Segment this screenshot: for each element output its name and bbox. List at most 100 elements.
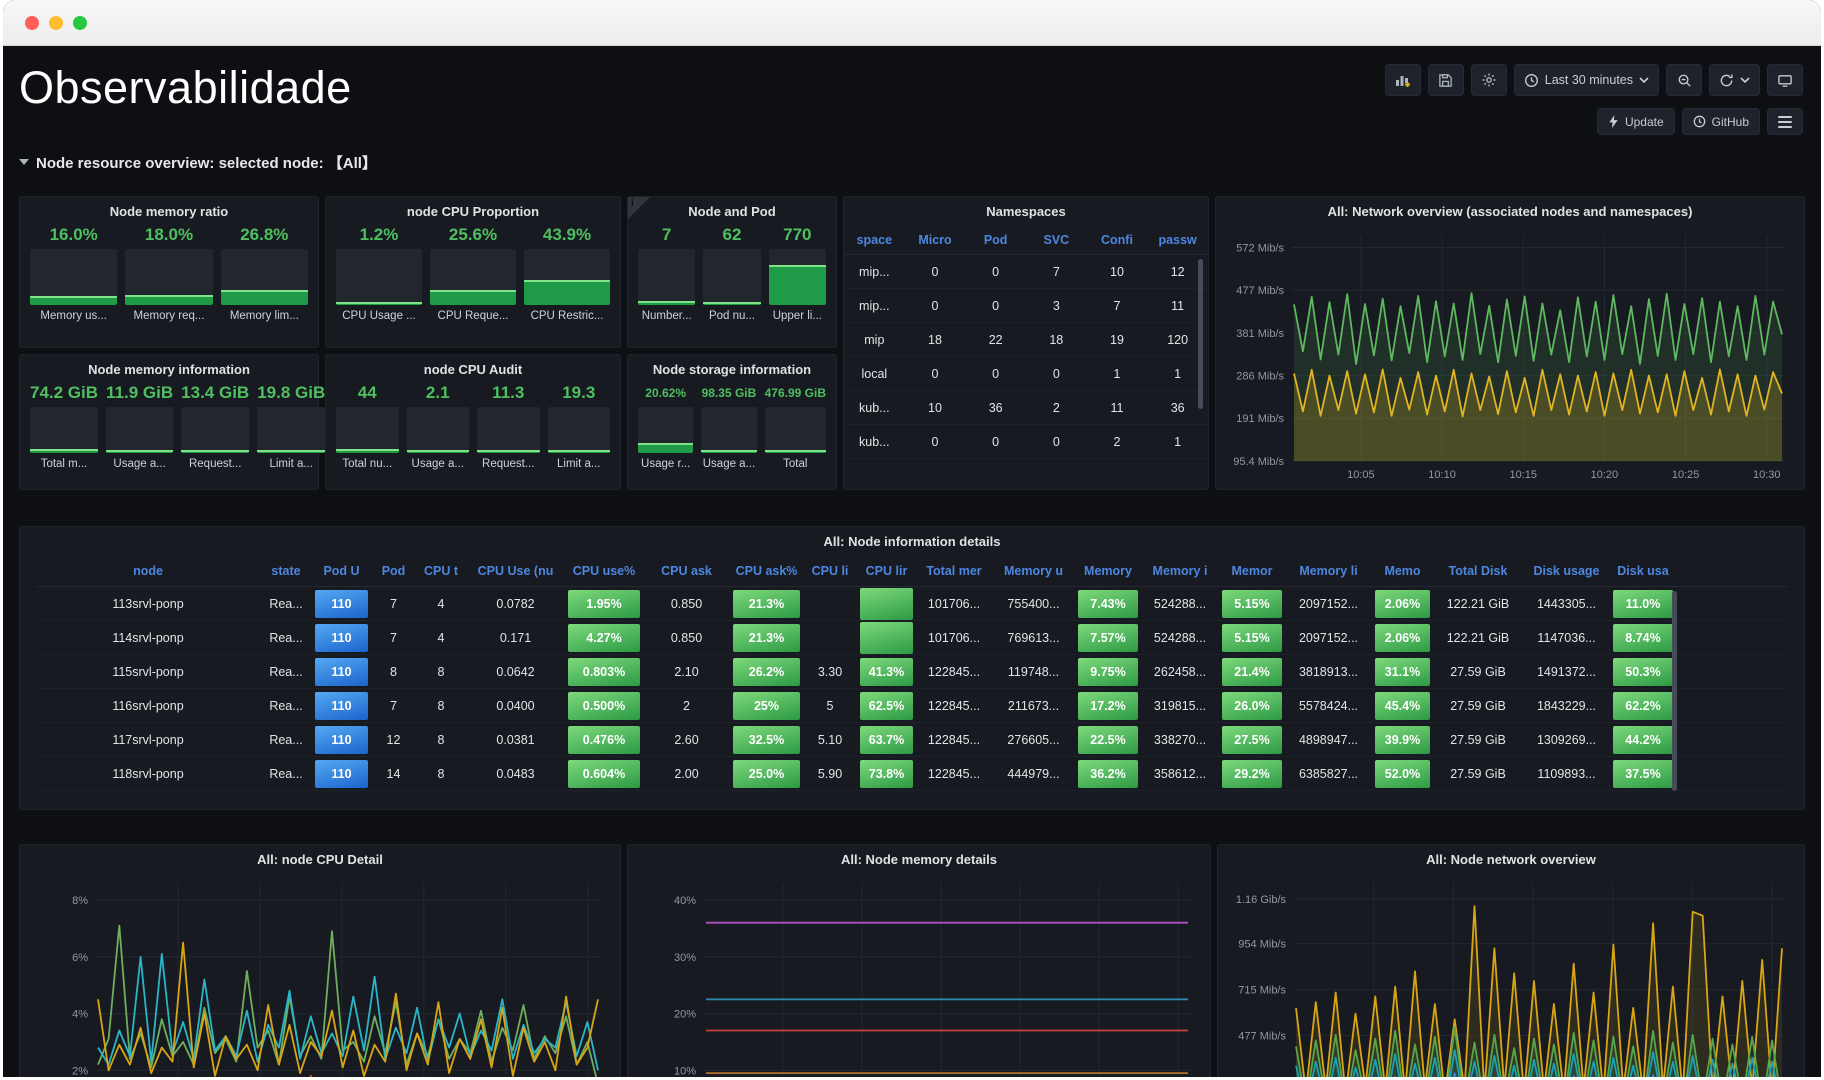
- table-row: 118srvl-ponp Rea... 110 14 8 0.0483 0.604% 2.00…: [36, 757, 1788, 791]
- node-table-col-header[interactable]: state: [271, 564, 301, 578]
- table-row: 116srvl-ponp Rea... 110 7 8 0.0400 0.500% 2 25% 5…: [36, 689, 1788, 723]
- info-icon[interactable]: i: [628, 197, 650, 219]
- zoom-out-button[interactable]: [1666, 64, 1702, 96]
- node-table-col-header[interactable]: Total mer: [926, 564, 982, 578]
- node-network-overview-chart[interactable]: 1.16 Gib/s 954 Mib/s 715 Mib/s 477 Mib/s 238…: [1224, 873, 1796, 1077]
- stat-value: 1.2%: [359, 225, 399, 244]
- panel-node-cpu-detail: All: node CPU Detail 8%6%4%2%0%: [19, 844, 621, 1077]
- panel-title[interactable]: node CPU Proportion: [406, 204, 540, 219]
- panel-node-memory-details: All: Node memory details 40%30%20%10%0%: [627, 844, 1211, 1077]
- node-table-col-header[interactable]: CPU ask: [661, 564, 712, 578]
- svg-text:477 Mib/s: 477 Mib/s: [1236, 285, 1284, 297]
- svg-text:4%: 4%: [72, 1009, 88, 1021]
- stat-bar-gauge: [336, 407, 399, 453]
- table-cell: 2.60: [674, 732, 699, 747]
- network-overview-chart[interactable]: 572 Mib/s 477 Mib/s 381 Mib/s 286 Mib/s 191 …: [1222, 225, 1796, 485]
- stat-label: Total: [783, 458, 808, 470]
- stat-label: Limit a...: [557, 458, 601, 470]
- node-memory-details-chart[interactable]: 40%30%20%10%0%: [634, 873, 1202, 1077]
- node-table-col-header[interactable]: CPU t: [423, 564, 459, 578]
- namespaces-col-header[interactable]: Pod: [965, 226, 1026, 255]
- stat-node-cpu-proportion: 43.9% CPU Restric...: [524, 224, 610, 322]
- node-table-col-header[interactable]: CPU lir: [865, 564, 908, 578]
- time-range-picker[interactable]: Last 30 minutes: [1513, 64, 1659, 96]
- tv-mode-button[interactable]: [1767, 64, 1803, 96]
- node-table-col-header[interactable]: Memory li: [1299, 564, 1358, 578]
- table-cell: 5.90: [817, 766, 843, 781]
- stat-label: Total m...: [40, 458, 88, 470]
- dashboard-row-toggle[interactable]: Node resource overview: selected node: 【…: [19, 150, 1805, 174]
- kiosk-menu-button[interactable]: [1767, 108, 1803, 135]
- panel-title[interactable]: Node memory information: [88, 362, 250, 377]
- update-button[interactable]: Update: [1596, 108, 1675, 135]
- node-table-scrollbar[interactable]: [1672, 591, 1677, 791]
- namespaces-col-header[interactable]: space: [844, 226, 905, 255]
- panel-title[interactable]: All: Network overview (associated nodes …: [1327, 204, 1693, 219]
- node-table-col-header[interactable]: Memor: [1231, 564, 1273, 578]
- panel-title[interactable]: Namespaces: [986, 204, 1066, 219]
- namespaces-cell: local: [844, 356, 905, 391]
- svg-text:30%: 30%: [674, 952, 696, 964]
- github-button[interactable]: GitHub: [1681, 108, 1760, 135]
- node-table-col-header[interactable]: CPU ask%: [735, 564, 798, 578]
- add-panel-button[interactable]: [1384, 64, 1421, 96]
- namespaces-col-header[interactable]: passw: [1147, 226, 1208, 255]
- panel-title[interactable]: Node and Pod: [688, 204, 776, 219]
- stat-label: Usage a...: [411, 458, 464, 470]
- node-cpu-detail-chart[interactable]: 8%6%4%2%0%: [26, 873, 612, 1077]
- panel-title[interactable]: All: Node information details: [823, 534, 1001, 549]
- node-table-col-header[interactable]: Total Disk: [1448, 564, 1508, 578]
- table-cell: 0.803%: [565, 657, 643, 686]
- node-table-col-header[interactable]: Memory: [1084, 564, 1132, 578]
- svg-text:10:25: 10:25: [1672, 469, 1700, 481]
- zoom-button[interactable]: [73, 15, 87, 30]
- stat-label: Usage a...: [113, 458, 166, 470]
- namespaces-scrollbar[interactable]: [1198, 259, 1203, 409]
- panel-title[interactable]: Node storage information: [652, 362, 812, 377]
- panel-title[interactable]: All: Node network overview: [1426, 852, 1596, 867]
- panel-title[interactable]: Node memory ratio: [109, 204, 229, 219]
- stat-bar-gauge: [30, 407, 99, 453]
- namespaces-cell: kub...: [844, 424, 905, 459]
- zoom-out-icon: [1678, 74, 1691, 87]
- table-cell: 1443305...: [1536, 596, 1597, 611]
- close-button[interactable]: [25, 15, 39, 30]
- node-table-col-header[interactable]: Memo: [1384, 564, 1421, 578]
- namespaces-col-header[interactable]: SVC: [1025, 226, 1087, 255]
- grafana-dashboard: Observabilidade: [3, 46, 1821, 1077]
- node-table-col-header[interactable]: Pod: [381, 564, 406, 578]
- table-cell: 7: [390, 596, 397, 611]
- panel-title[interactable]: All: Node memory details: [840, 852, 998, 867]
- save-dashboard-button[interactable]: [1427, 64, 1464, 96]
- table-cell: 4.27%: [565, 623, 643, 652]
- node-table-col-header[interactable]: Memory i: [1152, 564, 1208, 578]
- table-cell: 11.0%: [1610, 589, 1676, 618]
- namespaces-row: local 0 0 0 1 1: [844, 356, 1208, 391]
- table-cell: 1109893...: [1537, 766, 1596, 781]
- table-cell: 2.06%: [1372, 589, 1433, 618]
- namespaces-cell: kub...: [844, 390, 905, 425]
- settings-button[interactable]: [1470, 64, 1507, 96]
- stat-bar-gauge: [181, 407, 250, 453]
- node-table-col-header[interactable]: CPU li: [811, 564, 849, 578]
- table-cell: 3.30: [817, 664, 843, 679]
- node-table-col-header[interactable]: Pod U: [323, 564, 360, 578]
- table-cell: 262458...: [1153, 664, 1207, 679]
- namespaces-col-header[interactable]: Confi: [1086, 226, 1148, 255]
- panel-title[interactable]: node CPU Audit: [423, 362, 523, 377]
- node-table-col-header[interactable]: node: [133, 564, 163, 578]
- table-cell: 5: [826, 698, 834, 713]
- node-table-col-header[interactable]: CPU use%: [572, 564, 636, 578]
- panel-title[interactable]: All: node CPU Detail: [257, 852, 383, 867]
- svg-text:2%: 2%: [72, 1065, 88, 1077]
- refresh-button[interactable]: [1709, 64, 1760, 96]
- namespaces-col-header[interactable]: Micro: [904, 226, 966, 255]
- node-table-col-header[interactable]: Disk usage: [1533, 564, 1600, 578]
- stat-value: 20.62%: [645, 386, 686, 400]
- row-title: Node resource overview: selected node: 【…: [36, 154, 377, 172]
- minimize-button[interactable]: [49, 15, 63, 30]
- node-table-col-header[interactable]: CPU Use (nu: [477, 564, 554, 578]
- node-table-col-header[interactable]: Disk usa: [1617, 564, 1669, 578]
- stat-bar-gauge: [638, 407, 694, 453]
- node-table-col-header[interactable]: Memory u: [1003, 564, 1064, 578]
